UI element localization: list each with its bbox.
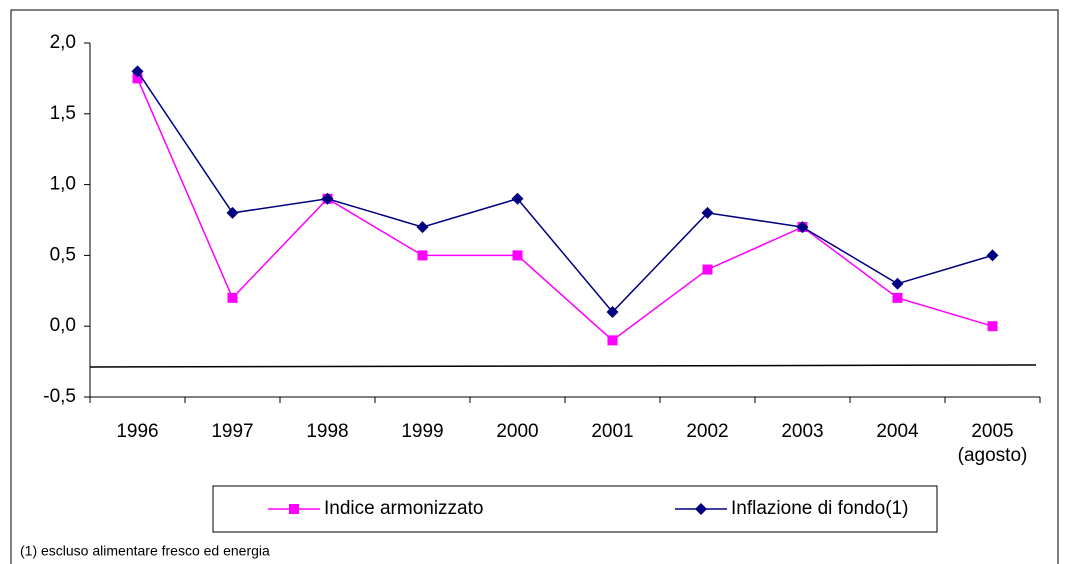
marker bbox=[416, 221, 429, 234]
legend-label: Inflazione di fondo(1) bbox=[731, 498, 908, 519]
marker bbox=[702, 264, 713, 275]
chart-border bbox=[10, 9, 1059, 564]
x-tick-label: 2005 (agosto) bbox=[957, 421, 1028, 466]
legend-box bbox=[212, 485, 938, 533]
marker bbox=[987, 321, 998, 332]
legend-marker bbox=[289, 504, 299, 514]
marker bbox=[796, 221, 809, 234]
marker bbox=[892, 292, 903, 303]
series-line bbox=[136, 70, 993, 314]
y-tick-label: 1,5 bbox=[50, 103, 76, 124]
x-tick-label: 1996 bbox=[116, 421, 159, 442]
marker bbox=[511, 192, 524, 205]
y-tick-label: 0,0 bbox=[50, 315, 76, 336]
x-tick-label: 1999 bbox=[401, 421, 444, 442]
x-tick-label: 2001 bbox=[591, 421, 634, 442]
marker bbox=[606, 306, 619, 319]
marker bbox=[512, 250, 523, 261]
legend-marker bbox=[695, 503, 707, 515]
marker bbox=[417, 250, 428, 261]
legend-label: Indice armonizzato bbox=[324, 498, 483, 519]
marker bbox=[321, 192, 334, 205]
y-tick-label: 2,0 bbox=[50, 32, 76, 53]
series-line bbox=[136, 78, 993, 342]
footnote: (1) escluso alimentare fresco ed energia bbox=[20, 543, 270, 559]
y-tick-label: 1,0 bbox=[50, 174, 76, 195]
x-tick-label: 1997 bbox=[211, 421, 254, 442]
x-tick-label: 2004 bbox=[876, 421, 919, 442]
y-tick-label: 0,5 bbox=[50, 244, 76, 265]
x-tick-label: 2000 bbox=[496, 421, 539, 442]
marker bbox=[226, 206, 239, 219]
marker bbox=[986, 249, 999, 262]
marker bbox=[132, 73, 143, 84]
marker bbox=[227, 292, 238, 303]
marker bbox=[891, 277, 904, 290]
marker bbox=[607, 335, 618, 346]
reference-line bbox=[89, 364, 1037, 368]
marker bbox=[131, 65, 144, 78]
x-tick-label: 2002 bbox=[686, 421, 729, 442]
x-tick-label: 2003 bbox=[781, 421, 824, 442]
y-tick-label: -0,5 bbox=[43, 386, 76, 407]
x-tick-label: 1998 bbox=[306, 421, 349, 442]
marker bbox=[701, 206, 714, 219]
